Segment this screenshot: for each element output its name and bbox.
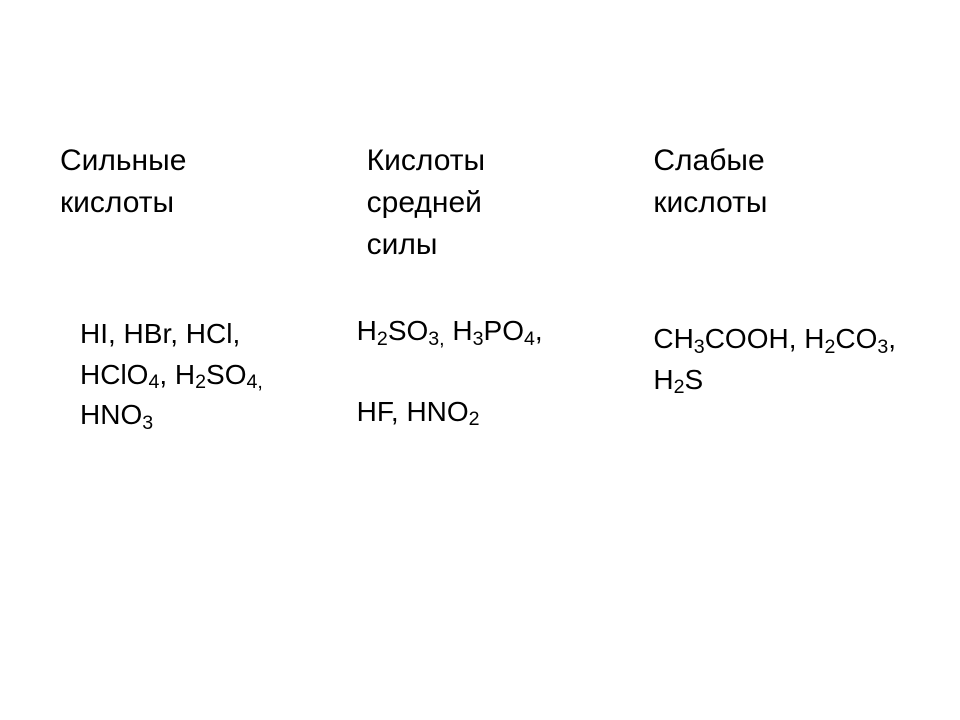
heading-medium-line2: средней (367, 186, 482, 219)
content-weak: CH3COOH, H2CO3, H2S (653, 319, 910, 400)
heading-weak-line2: кислоты (653, 186, 767, 219)
heading-strong-line1: Сильные (60, 144, 186, 177)
heading-medium-line3: силы (367, 228, 438, 261)
column-weak-acids: Слабые кислоты CH3COOH, H2CO3, H2S (653, 140, 910, 436)
acid-strength-table: Сильные кислоты HI, HBr, HCl, HClO4, H2S… (0, 0, 960, 436)
heading-strong-line2: кислоты (60, 186, 174, 219)
content-medium-line2: HF, HNO2 (357, 396, 480, 427)
content-medium-line1: H2SO3, H3PO4, (357, 315, 543, 346)
heading-weak-line1: Слабые (653, 144, 764, 177)
heading-weak: Слабые кислоты (653, 140, 910, 224)
content-strong: HI, HBr, HCl, HClO4, H2SO4, HNO3 (60, 294, 317, 436)
column-strong-acids: Сильные кислоты HI, HBr, HCl, HClO4, H2S… (60, 140, 317, 436)
heading-medium: Кислоты средней силы (357, 140, 614, 266)
column-medium-acids: Кислоты средней силы H2SO3, H3PO4, HF, H… (357, 140, 614, 436)
heading-medium-line1: Кислоты (367, 144, 485, 177)
heading-strong: Сильные кислоты (60, 140, 317, 224)
content-medium: H2SO3, H3PO4, HF, HNO2 (357, 311, 614, 432)
